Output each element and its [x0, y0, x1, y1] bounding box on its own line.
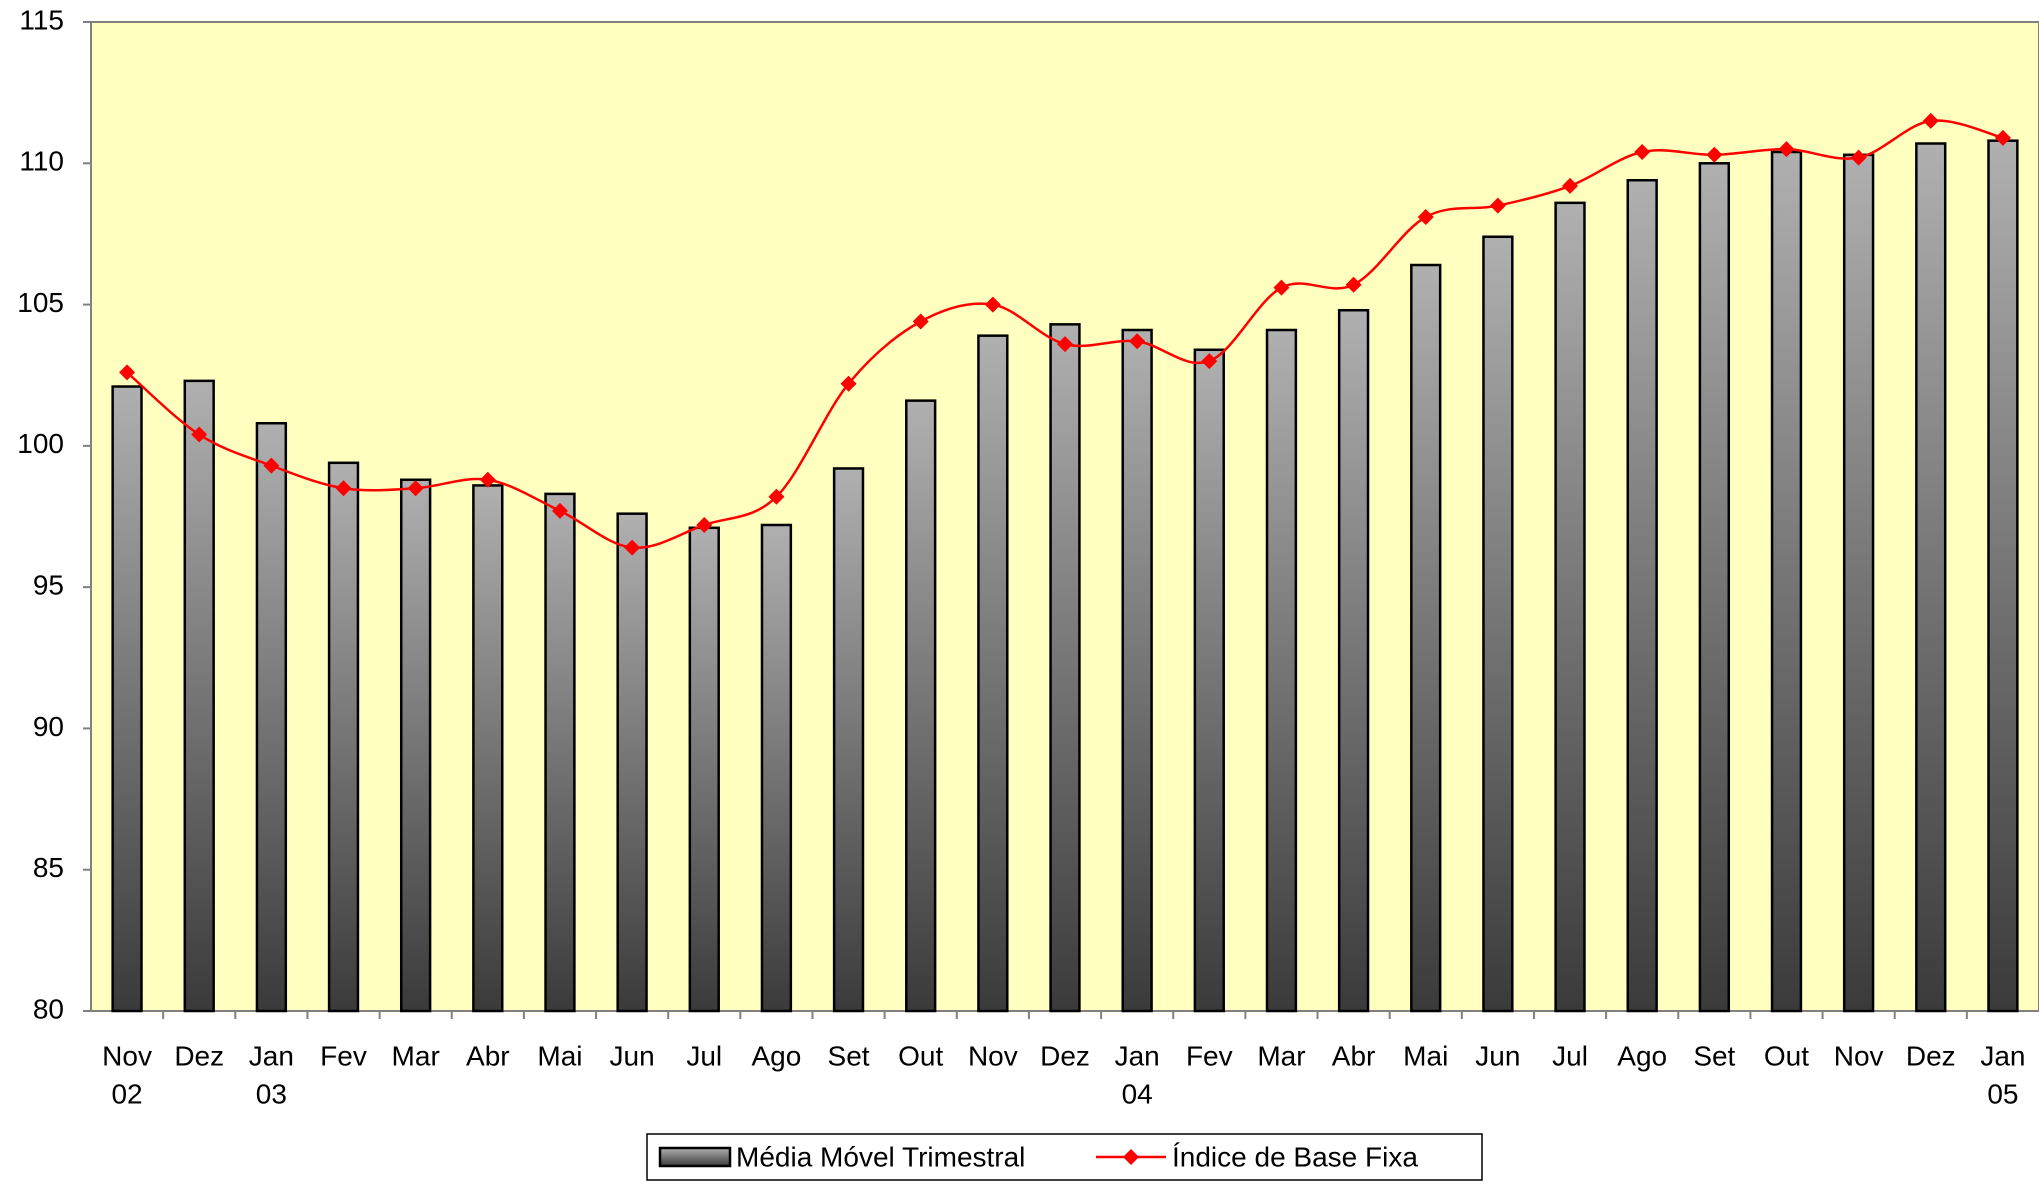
line-marker: [407, 480, 424, 497]
bar: [905, 399, 937, 1013]
line-marker: [1778, 141, 1795, 158]
bar: [1842, 153, 1875, 1013]
line-marker: [263, 457, 280, 474]
line-marker: [1850, 149, 1867, 166]
x-tick-label: Set: [1693, 1040, 1735, 1071]
x-tick-label: Mar: [1257, 1040, 1305, 1071]
line-marker: [1273, 279, 1290, 296]
line-marker: [479, 471, 496, 488]
bar: [977, 334, 1009, 1013]
bar: [399, 478, 432, 1013]
x-tick-label: Jun: [610, 1040, 655, 1071]
x-year-label: 05: [1987, 1078, 2018, 1109]
line-marker: [1345, 276, 1362, 293]
bar: [544, 492, 576, 1013]
bar: [1626, 178, 1658, 1013]
line-marker: [191, 426, 208, 443]
line-marker: [1489, 197, 1506, 214]
line-marker: [624, 539, 641, 556]
x-tick-label: Nov: [1834, 1040, 1884, 1071]
x-tick-label: Out: [898, 1040, 943, 1071]
legend-label: Índice de Base Fixa: [1172, 1141, 1418, 1172]
x-tick-label: Ago: [751, 1040, 801, 1071]
x-tick-label: Jun: [1475, 1040, 1520, 1071]
line-marker: [840, 375, 857, 392]
line-marker: [984, 296, 1001, 313]
y-tick-label: 80: [33, 993, 64, 1024]
bar: [111, 385, 143, 1013]
bar: [1049, 323, 1081, 1013]
x-tick-label: Dez: [1040, 1040, 1090, 1071]
x-tick-label: Ago: [1617, 1040, 1667, 1071]
legend-box: [646, 1133, 1483, 1181]
line-marker: [912, 313, 929, 330]
bar: [183, 379, 215, 1013]
bar: [1987, 139, 2019, 1013]
bar: [1193, 348, 1225, 1013]
bar: [1915, 142, 1947, 1013]
bar: [688, 526, 720, 1013]
y-tick-label: 85: [33, 852, 64, 883]
legend-swatch: [658, 1146, 732, 1168]
x-tick-label: Nov: [102, 1040, 152, 1071]
bar: [1698, 162, 1731, 1013]
y-tick-label: 115: [19, 4, 64, 35]
bar: [1482, 235, 1514, 1013]
line-marker: [1129, 333, 1146, 350]
line-marker: [551, 502, 568, 519]
bar: [1265, 328, 1298, 1013]
x-year-label: 03: [256, 1078, 287, 1109]
bar: [760, 523, 793, 1013]
x-tick-label: Abr: [466, 1040, 510, 1071]
x-tick-label: Dez: [174, 1040, 224, 1071]
line-marker: [119, 364, 136, 381]
x-tick-label: Jan: [1980, 1040, 2025, 1071]
bar: [1410, 263, 1442, 1013]
line-marker: [768, 488, 785, 505]
x-year-label: 02: [111, 1078, 142, 1109]
y-tick-label: 95: [33, 570, 64, 601]
line-marker: [335, 480, 352, 497]
x-tick-label: Set: [828, 1040, 870, 1071]
line-marker: [1634, 143, 1651, 160]
bar: [832, 467, 865, 1013]
x-tick-label: Jul: [686, 1040, 722, 1071]
x-tick-label: Nov: [968, 1040, 1018, 1071]
line-marker: [1706, 146, 1723, 163]
bar: [1770, 150, 1803, 1013]
line-marker: [1417, 208, 1434, 225]
legend-marker: [1123, 1149, 1139, 1165]
bar: [255, 422, 288, 1013]
bar: [327, 461, 360, 1013]
line-marker: [1994, 129, 2011, 146]
x-tick-label: Out: [1764, 1040, 1809, 1071]
line-marker: [1057, 336, 1073, 353]
x-year-label: 04: [1122, 1078, 1153, 1109]
y-tick-label: 105: [17, 287, 64, 318]
x-tick-label: Jan: [249, 1040, 294, 1071]
bar: [616, 512, 648, 1013]
y-tick-label: 90: [33, 711, 64, 742]
x-tick-label: Fev: [320, 1040, 367, 1071]
legend-label: Média Móvel Trimestral: [736, 1141, 1025, 1172]
x-tick-label: Mar: [392, 1040, 440, 1071]
line-marker: [696, 516, 713, 533]
bar: [472, 484, 504, 1013]
line-marker: [1562, 177, 1579, 194]
x-tick-label: Abr: [1332, 1040, 1376, 1071]
x-tick-label: Mai: [537, 1040, 582, 1071]
x-tick-label: Jan: [1115, 1040, 1160, 1071]
bar: [1554, 201, 1586, 1013]
bar: [1337, 308, 1370, 1013]
x-tick-label: Mai: [1403, 1040, 1448, 1071]
x-tick-label: Fev: [1186, 1040, 1233, 1071]
y-tick-label: 110: [19, 146, 64, 177]
line-marker: [1201, 353, 1218, 370]
x-tick-label: Dez: [1906, 1040, 1956, 1071]
bar: [1121, 328, 1153, 1013]
x-tick-label: Jul: [1552, 1040, 1588, 1071]
y-tick-label: 100: [17, 428, 64, 459]
line-marker: [1922, 112, 1939, 129]
